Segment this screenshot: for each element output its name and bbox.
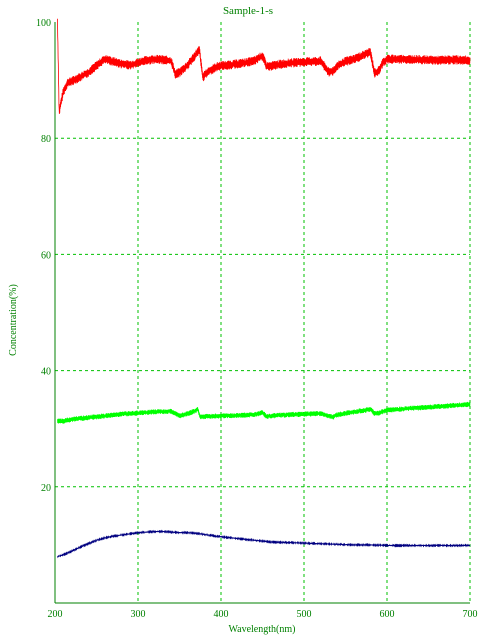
x-tick-label: 500 <box>297 609 312 620</box>
chart-title: Sample-1-s <box>223 5 273 17</box>
series-line-2 <box>57 529 471 559</box>
tick-labels: 200 300 400 500 600 700 20 40 60 80 100 <box>36 18 478 620</box>
series-line-1 <box>57 401 471 424</box>
y-tick-label: 40 <box>41 367 51 378</box>
grid <box>55 22 471 603</box>
series-line-0 <box>57 18 471 114</box>
y-tick-label: 20 <box>41 483 51 494</box>
axes <box>54 22 470 604</box>
y-tick-label: 100 <box>36 18 51 29</box>
x-tick-label: 700 <box>463 609 478 620</box>
x-tick-label: 400 <box>214 609 229 620</box>
x-axis-label: Wavelength(nm) <box>229 624 296 635</box>
x-tick-label: 600 <box>380 609 395 620</box>
x-tick-label: 300 <box>131 609 146 620</box>
x-tick-label: 200 <box>48 609 63 620</box>
y-axis-label: Concentration(%) <box>8 284 19 356</box>
y-tick-label: 60 <box>41 250 51 261</box>
y-tick-label: 80 <box>41 134 51 145</box>
series-layer <box>57 18 471 559</box>
